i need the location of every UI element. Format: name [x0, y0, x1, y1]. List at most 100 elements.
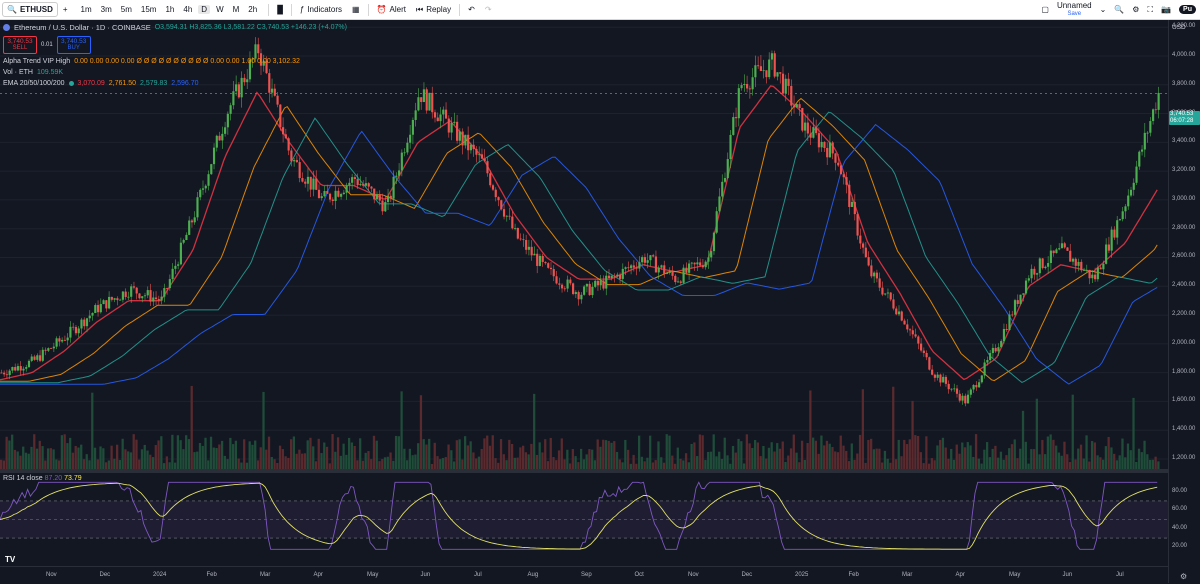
alert-button[interactable]: ⏰ Alert [372, 0, 411, 19]
price-chart[interactable] [0, 20, 1168, 469]
chart-type-button[interactable]: █ [272, 0, 288, 19]
interval-W[interactable]: W [216, 5, 224, 14]
candle-body [475, 148, 478, 155]
compare-button[interactable]: + [58, 0, 73, 19]
rsi-legend[interactable]: RSI 14 close 87.20 73.79 [3, 475, 82, 482]
redo-button[interactable]: ↷ [480, 0, 497, 19]
tradingview-logo[interactable]: TV [5, 555, 16, 564]
volume-bar [226, 459, 229, 469]
volume-bar [428, 438, 431, 469]
settings-icon[interactable]: ⚙ [1180, 572, 1188, 581]
candle-body [1138, 151, 1141, 167]
fullscreen-icon[interactable]: ⛶ [1147, 4, 1154, 14]
candle-body [226, 113, 229, 128]
candle-body [1116, 220, 1119, 238]
candle-body [679, 281, 682, 283]
volume-bar [345, 454, 348, 469]
candle-body [726, 159, 729, 179]
volume-bar [400, 391, 403, 469]
volume-bar [836, 452, 840, 469]
interval-M[interactable]: M [232, 5, 240, 14]
volume-bar [444, 457, 447, 469]
candle-body [685, 267, 688, 273]
interval-4h[interactable]: 4h [183, 5, 193, 14]
volume-bar [974, 434, 978, 469]
layout-name-button[interactable]: Unnamed Save [1057, 1, 1092, 18]
chevron-down-icon[interactable]: ⌄ [1099, 5, 1107, 14]
alarm-icon: ⏰ [376, 5, 387, 14]
volume-bar [522, 445, 525, 469]
interval-D[interactable]: D [198, 5, 211, 14]
buy-button[interactable]: 3,740.53 BUY [56, 36, 91, 54]
volume-bar [834, 451, 837, 469]
volume-bar [806, 442, 809, 469]
ema-legend[interactable]: EMA 20/50/100/200 3,070.09 2,761.50 2,57… [3, 78, 347, 89]
symbol-search-button[interactable]: 🔍 ETHUSD [2, 2, 58, 17]
candle-body [903, 320, 906, 325]
volume-bar [930, 458, 934, 469]
time-axis[interactable] [0, 566, 1168, 584]
undo-button[interactable]: ↶ [463, 0, 480, 19]
volume-bar [1104, 446, 1108, 469]
volume-bar [687, 462, 690, 469]
volume-bar [980, 463, 983, 469]
visibility-icon[interactable] [68, 81, 74, 86]
volume-bar [298, 449, 301, 469]
price-axis[interactable] [1168, 20, 1200, 583]
volume-bar [22, 446, 25, 469]
volume-bar [1057, 452, 1061, 469]
candle-body [527, 246, 530, 250]
sell-button[interactable]: 3,740.53 SELL [3, 36, 37, 54]
volume-bar [781, 441, 784, 469]
candle-body [856, 214, 859, 236]
interval-2h[interactable]: 2h [248, 5, 258, 14]
candle-body [1080, 261, 1083, 271]
candle-body [52, 346, 55, 349]
camera-icon[interactable]: 📷 [1161, 5, 1172, 14]
volume-bar [602, 439, 605, 469]
candle-body [166, 288, 169, 289]
volume-bar [212, 447, 215, 469]
layout-icon[interactable]: ▢ [1041, 5, 1049, 14]
interval-1m[interactable]: 1m [80, 5, 92, 14]
settings-icon[interactable]: ⚙ [1132, 5, 1140, 14]
candle-body [215, 135, 218, 148]
candle-body [831, 142, 834, 154]
pane-separator[interactable] [0, 469, 1200, 473]
interval-15m[interactable]: 15m [140, 5, 157, 14]
interval-5m[interactable]: 5m [120, 5, 132, 14]
volume-bar [488, 445, 492, 469]
indicators-button[interactable]: ƒ Indicators [295, 0, 347, 19]
volume-bar [798, 462, 801, 469]
candle-body [497, 197, 500, 201]
interval-1h[interactable]: 1h [165, 5, 175, 14]
time-tick: Dec [741, 572, 753, 578]
volume-bar [787, 455, 790, 469]
volume-legend[interactable]: Vol · ETH 109.59K [3, 67, 347, 78]
publish-button[interactable]: Pu [1179, 5, 1196, 14]
volume-bar [85, 454, 88, 469]
candle-body [1077, 261, 1080, 266]
alpha-trend-legend[interactable]: Alpha Trend VIP High 0.00 0.00 0.00 0.00… [3, 56, 347, 67]
currency-label[interactable]: USD [1172, 24, 1186, 31]
volume-bar [367, 451, 370, 469]
search-icon[interactable]: 🔍 [1114, 5, 1125, 14]
candle-body [641, 257, 644, 263]
volume-bar [254, 440, 257, 469]
volume-bar [408, 448, 412, 469]
candle-body [298, 162, 301, 179]
candle-body [196, 197, 199, 218]
volume-bar [430, 463, 434, 469]
volume-bar [919, 452, 922, 469]
volume-bar [1010, 444, 1014, 469]
volume-bar [499, 439, 503, 469]
volume-bar [1024, 441, 1027, 469]
interval-3m[interactable]: 3m [100, 5, 112, 14]
candle-body [925, 352, 928, 358]
layouts-button[interactable]: ▦ [347, 0, 365, 19]
rsi-signal-value: 73.79 [64, 475, 82, 482]
rsi-pane[interactable] [0, 473, 1168, 566]
candle-body [751, 77, 754, 90]
replay-button[interactable]: ⏮ Replay [411, 0, 456, 19]
candle-body [199, 189, 202, 198]
